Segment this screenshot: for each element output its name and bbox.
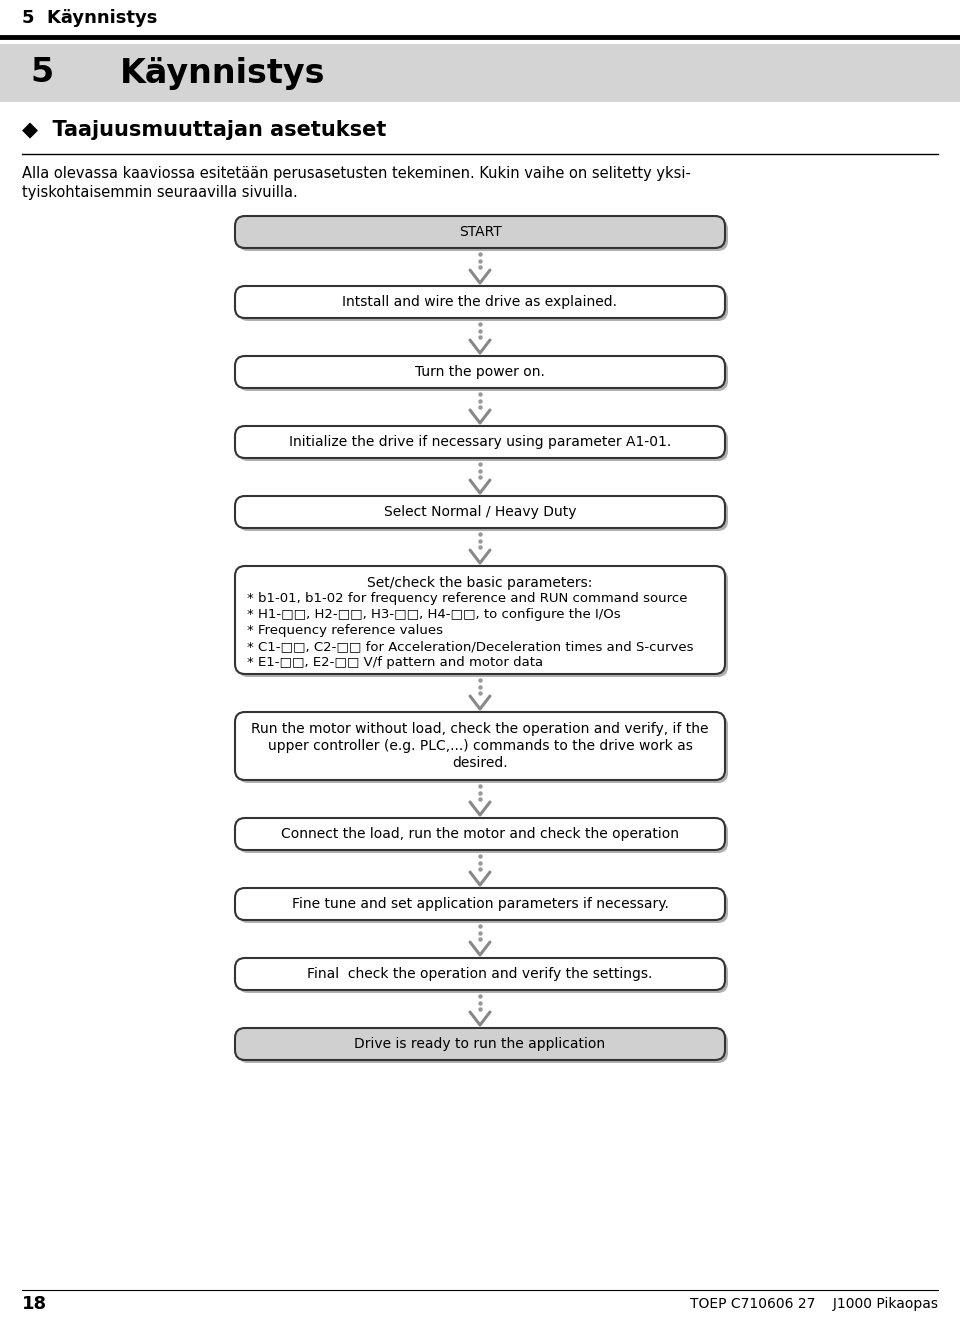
Text: Drive is ready to run the application: Drive is ready to run the application [354, 1037, 606, 1050]
FancyBboxPatch shape [238, 428, 728, 461]
FancyBboxPatch shape [235, 565, 725, 673]
Text: 5: 5 [30, 57, 53, 90]
Text: Turn the power on.: Turn the power on. [415, 365, 545, 380]
FancyBboxPatch shape [235, 958, 725, 990]
Text: * H1-□□, H2-□□, H3-□□, H4-□□, to configure the I/Os: * H1-□□, H2-□□, H3-□□, H4-□□, to configu… [247, 608, 620, 621]
FancyBboxPatch shape [235, 286, 725, 318]
Text: * Frequency reference values: * Frequency reference values [247, 623, 443, 637]
Text: desired.: desired. [452, 757, 508, 770]
FancyBboxPatch shape [235, 356, 725, 387]
Text: upper controller (e.g. PLC,...) commands to the drive work as: upper controller (e.g. PLC,...) commands… [268, 739, 692, 753]
Text: Käynnistys: Käynnistys [120, 57, 325, 90]
FancyBboxPatch shape [238, 714, 728, 783]
FancyBboxPatch shape [235, 1028, 725, 1060]
FancyBboxPatch shape [238, 891, 728, 923]
Bar [0, 43, 960, 101]
FancyBboxPatch shape [238, 289, 728, 322]
FancyBboxPatch shape [238, 219, 728, 250]
FancyBboxPatch shape [238, 500, 728, 531]
Text: START: START [459, 225, 501, 239]
Text: tyiskohtaisemmin seuraavilla sivuilla.: tyiskohtaisemmin seuraavilla sivuilla. [22, 185, 298, 200]
FancyBboxPatch shape [235, 426, 725, 457]
FancyBboxPatch shape [238, 961, 728, 992]
FancyBboxPatch shape [235, 216, 725, 248]
FancyBboxPatch shape [235, 818, 725, 850]
Text: Intstall and wire the drive as explained.: Intstall and wire the drive as explained… [343, 295, 617, 308]
Text: TOEP C710606 27    J1000 Pikaopas: TOEP C710606 27 J1000 Pikaopas [690, 1297, 938, 1311]
Text: Connect the load, run the motor and check the operation: Connect the load, run the motor and chec… [281, 826, 679, 841]
Text: Initialize the drive if necessary using parameter A1-01.: Initialize the drive if necessary using … [289, 435, 671, 449]
FancyBboxPatch shape [235, 496, 725, 529]
Text: Run the motor without load, check the operation and verify, if the: Run the motor without load, check the op… [252, 722, 708, 735]
Text: Select Normal / Heavy Duty: Select Normal / Heavy Duty [384, 505, 576, 519]
Text: ◆  Taajuusmuuttajan asetukset: ◆ Taajuusmuuttajan asetukset [22, 120, 386, 140]
FancyBboxPatch shape [238, 569, 728, 677]
Text: 5  Käynnistys: 5 Käynnistys [22, 9, 157, 26]
Text: Fine tune and set application parameters if necessary.: Fine tune and set application parameters… [292, 898, 668, 911]
Text: * C1-□□, C2-□□ for Acceleration/Deceleration times and S-curves: * C1-□□, C2-□□ for Acceleration/Decelera… [247, 641, 693, 652]
Text: Alla olevassa kaaviossa esitetään perusasetusten tekeminen. Kukin vaihe on selit: Alla olevassa kaaviossa esitetään perusa… [22, 166, 691, 181]
FancyBboxPatch shape [238, 821, 728, 853]
FancyBboxPatch shape [238, 1031, 728, 1064]
FancyBboxPatch shape [238, 358, 728, 391]
FancyBboxPatch shape [235, 888, 725, 920]
Text: * b1-01, b1-02 for frequency reference and RUN command source: * b1-01, b1-02 for frequency reference a… [247, 592, 687, 605]
Text: * E1-□□, E2-□□ V/f pattern and motor data: * E1-□□, E2-□□ V/f pattern and motor dat… [247, 656, 543, 670]
Text: 18: 18 [22, 1296, 47, 1313]
Text: Set/check the basic parameters:: Set/check the basic parameters: [368, 576, 592, 590]
FancyBboxPatch shape [235, 712, 725, 780]
Text: Final  check the operation and verify the settings.: Final check the operation and verify the… [307, 967, 653, 981]
